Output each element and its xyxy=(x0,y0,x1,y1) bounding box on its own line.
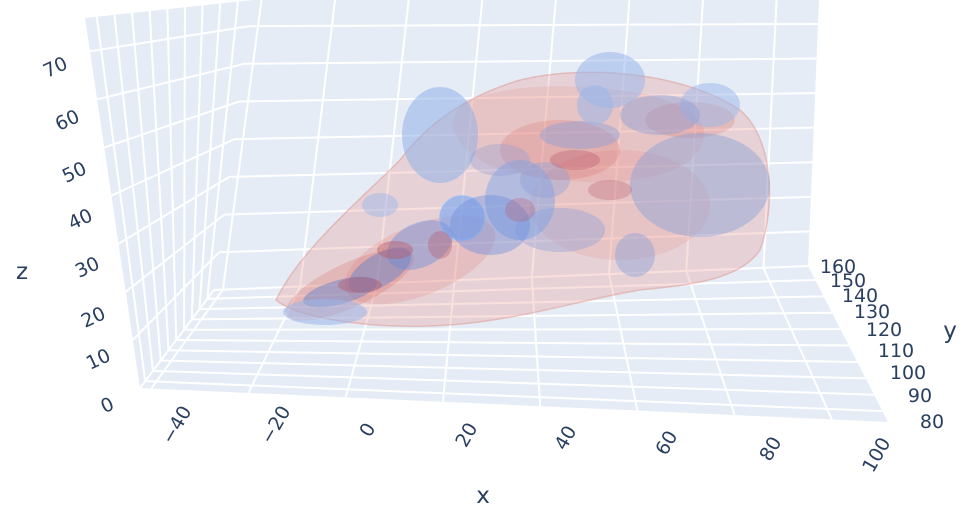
blue-blob-19 xyxy=(470,144,530,176)
blue-blob-9 xyxy=(439,195,485,241)
y-tick-1: 90 xyxy=(908,385,932,407)
x-axis-title: x xyxy=(476,483,490,509)
z-grid-left-0 xyxy=(139,289,215,389)
x-grid-back-6 xyxy=(685,0,704,271)
y-axis-title: y xyxy=(943,318,957,344)
z-grid-left-1 xyxy=(132,251,220,341)
z-tick-5: 50 xyxy=(59,157,90,187)
y-grid-floor-2 xyxy=(160,359,866,380)
blue-blob-6 xyxy=(615,233,655,277)
y-grid-floor-4 xyxy=(176,338,849,347)
y-tick-5: 130 xyxy=(854,301,890,323)
z-axis-title: z xyxy=(16,259,28,285)
x-grid-back-1 xyxy=(299,0,337,287)
x-grid-floor-6 xyxy=(685,270,736,416)
y-grid-floor-0 xyxy=(145,380,883,413)
volume-blobs xyxy=(275,52,771,327)
z-tick-1: 10 xyxy=(83,344,114,374)
blue-blob-14 xyxy=(283,299,367,325)
x-tick-4: 40 xyxy=(550,422,581,454)
x-tick-7: 100 xyxy=(858,434,895,476)
red-core-6 xyxy=(505,198,535,222)
y-grid-left-8 xyxy=(206,1,239,299)
z-grid-back-6 xyxy=(244,57,817,65)
y-grid-left-5 xyxy=(183,7,186,330)
z-grid-left-2 xyxy=(125,213,225,293)
y-grid-left-7 xyxy=(198,3,222,310)
red-core-2 xyxy=(338,277,382,293)
x-tick-2: 0 xyxy=(355,419,380,440)
z-grid-back-4 xyxy=(234,126,814,141)
x-tick-5: 60 xyxy=(651,427,682,459)
y-tick-6: 140 xyxy=(842,285,878,307)
back-pane-xz xyxy=(214,0,819,290)
y-grid-floor-3 xyxy=(168,349,858,363)
y-tick-7: 150 xyxy=(830,270,866,292)
y-grid-left-3 xyxy=(148,11,170,351)
z-tick-3: 30 xyxy=(72,252,103,282)
blue-blob-17 xyxy=(577,85,613,125)
x-grid-back-7 xyxy=(762,0,778,268)
blue-blob-5 xyxy=(620,95,700,135)
x-grid-back-2 xyxy=(376,0,410,284)
blue-blob-16 xyxy=(540,121,620,149)
z-tick-7: 70 xyxy=(40,52,71,82)
z-tick-4: 40 xyxy=(65,204,96,234)
x-tick-0: −40 xyxy=(157,402,196,448)
x-grid-floor-4 xyxy=(530,277,542,407)
red-core-1 xyxy=(377,241,413,259)
y-grid-floor-1 xyxy=(152,369,875,396)
blue-blob-15 xyxy=(362,193,398,217)
z-tick-2: 20 xyxy=(78,302,109,332)
z-grid-back-0 xyxy=(213,265,809,291)
blue-blob-4 xyxy=(680,83,740,127)
y-tick-4: 120 xyxy=(866,319,902,341)
y-grid-left-0 xyxy=(95,16,147,382)
z-grid-left-7 xyxy=(89,25,250,53)
red-core-4 xyxy=(550,150,600,170)
blue-blob-18 xyxy=(520,162,570,198)
x-tick-6: 80 xyxy=(755,433,786,465)
x-grid-back-0 xyxy=(221,0,263,290)
y-tick-0: 80 xyxy=(920,411,944,433)
blue-blob-10 xyxy=(450,195,530,255)
y-tick-2: 100 xyxy=(890,362,926,384)
y-grid-left-4 xyxy=(166,9,178,341)
z-tick-6: 60 xyxy=(52,105,83,135)
red-core-5 xyxy=(588,180,632,200)
z-tick-0: 0 xyxy=(97,393,117,418)
y-tick-3: 110 xyxy=(878,340,914,362)
z-grid-back-1 xyxy=(219,230,810,254)
red-blob-2 xyxy=(530,150,710,260)
y-grid-left-1 xyxy=(113,14,154,371)
blue-blob-2 xyxy=(630,133,770,237)
y-grid-left-2 xyxy=(131,12,162,361)
x-grid-back-5 xyxy=(608,0,631,275)
z-grid-left-5 xyxy=(103,100,240,149)
z-grid-left-4 xyxy=(110,138,235,197)
x-grid-floor-7 xyxy=(762,267,833,420)
x-tick-1: −20 xyxy=(256,402,295,448)
y-grid-left-6 xyxy=(190,5,204,320)
x-grid-floor-5 xyxy=(608,273,639,411)
z-grid-left-6 xyxy=(96,62,245,101)
z-grid-back-7 xyxy=(249,22,819,28)
z-grid-left-3 xyxy=(118,176,230,245)
x-grid-floor-3 xyxy=(441,280,456,402)
blue-blob-8 xyxy=(485,160,555,240)
red-core-3 xyxy=(428,231,452,259)
red-blob-1 xyxy=(453,86,705,182)
y-tick-8: 160 xyxy=(820,256,856,278)
y-grid-floor-5 xyxy=(184,328,841,331)
blue-blob-1 xyxy=(402,87,478,183)
x-tick-3: 20 xyxy=(451,419,482,451)
